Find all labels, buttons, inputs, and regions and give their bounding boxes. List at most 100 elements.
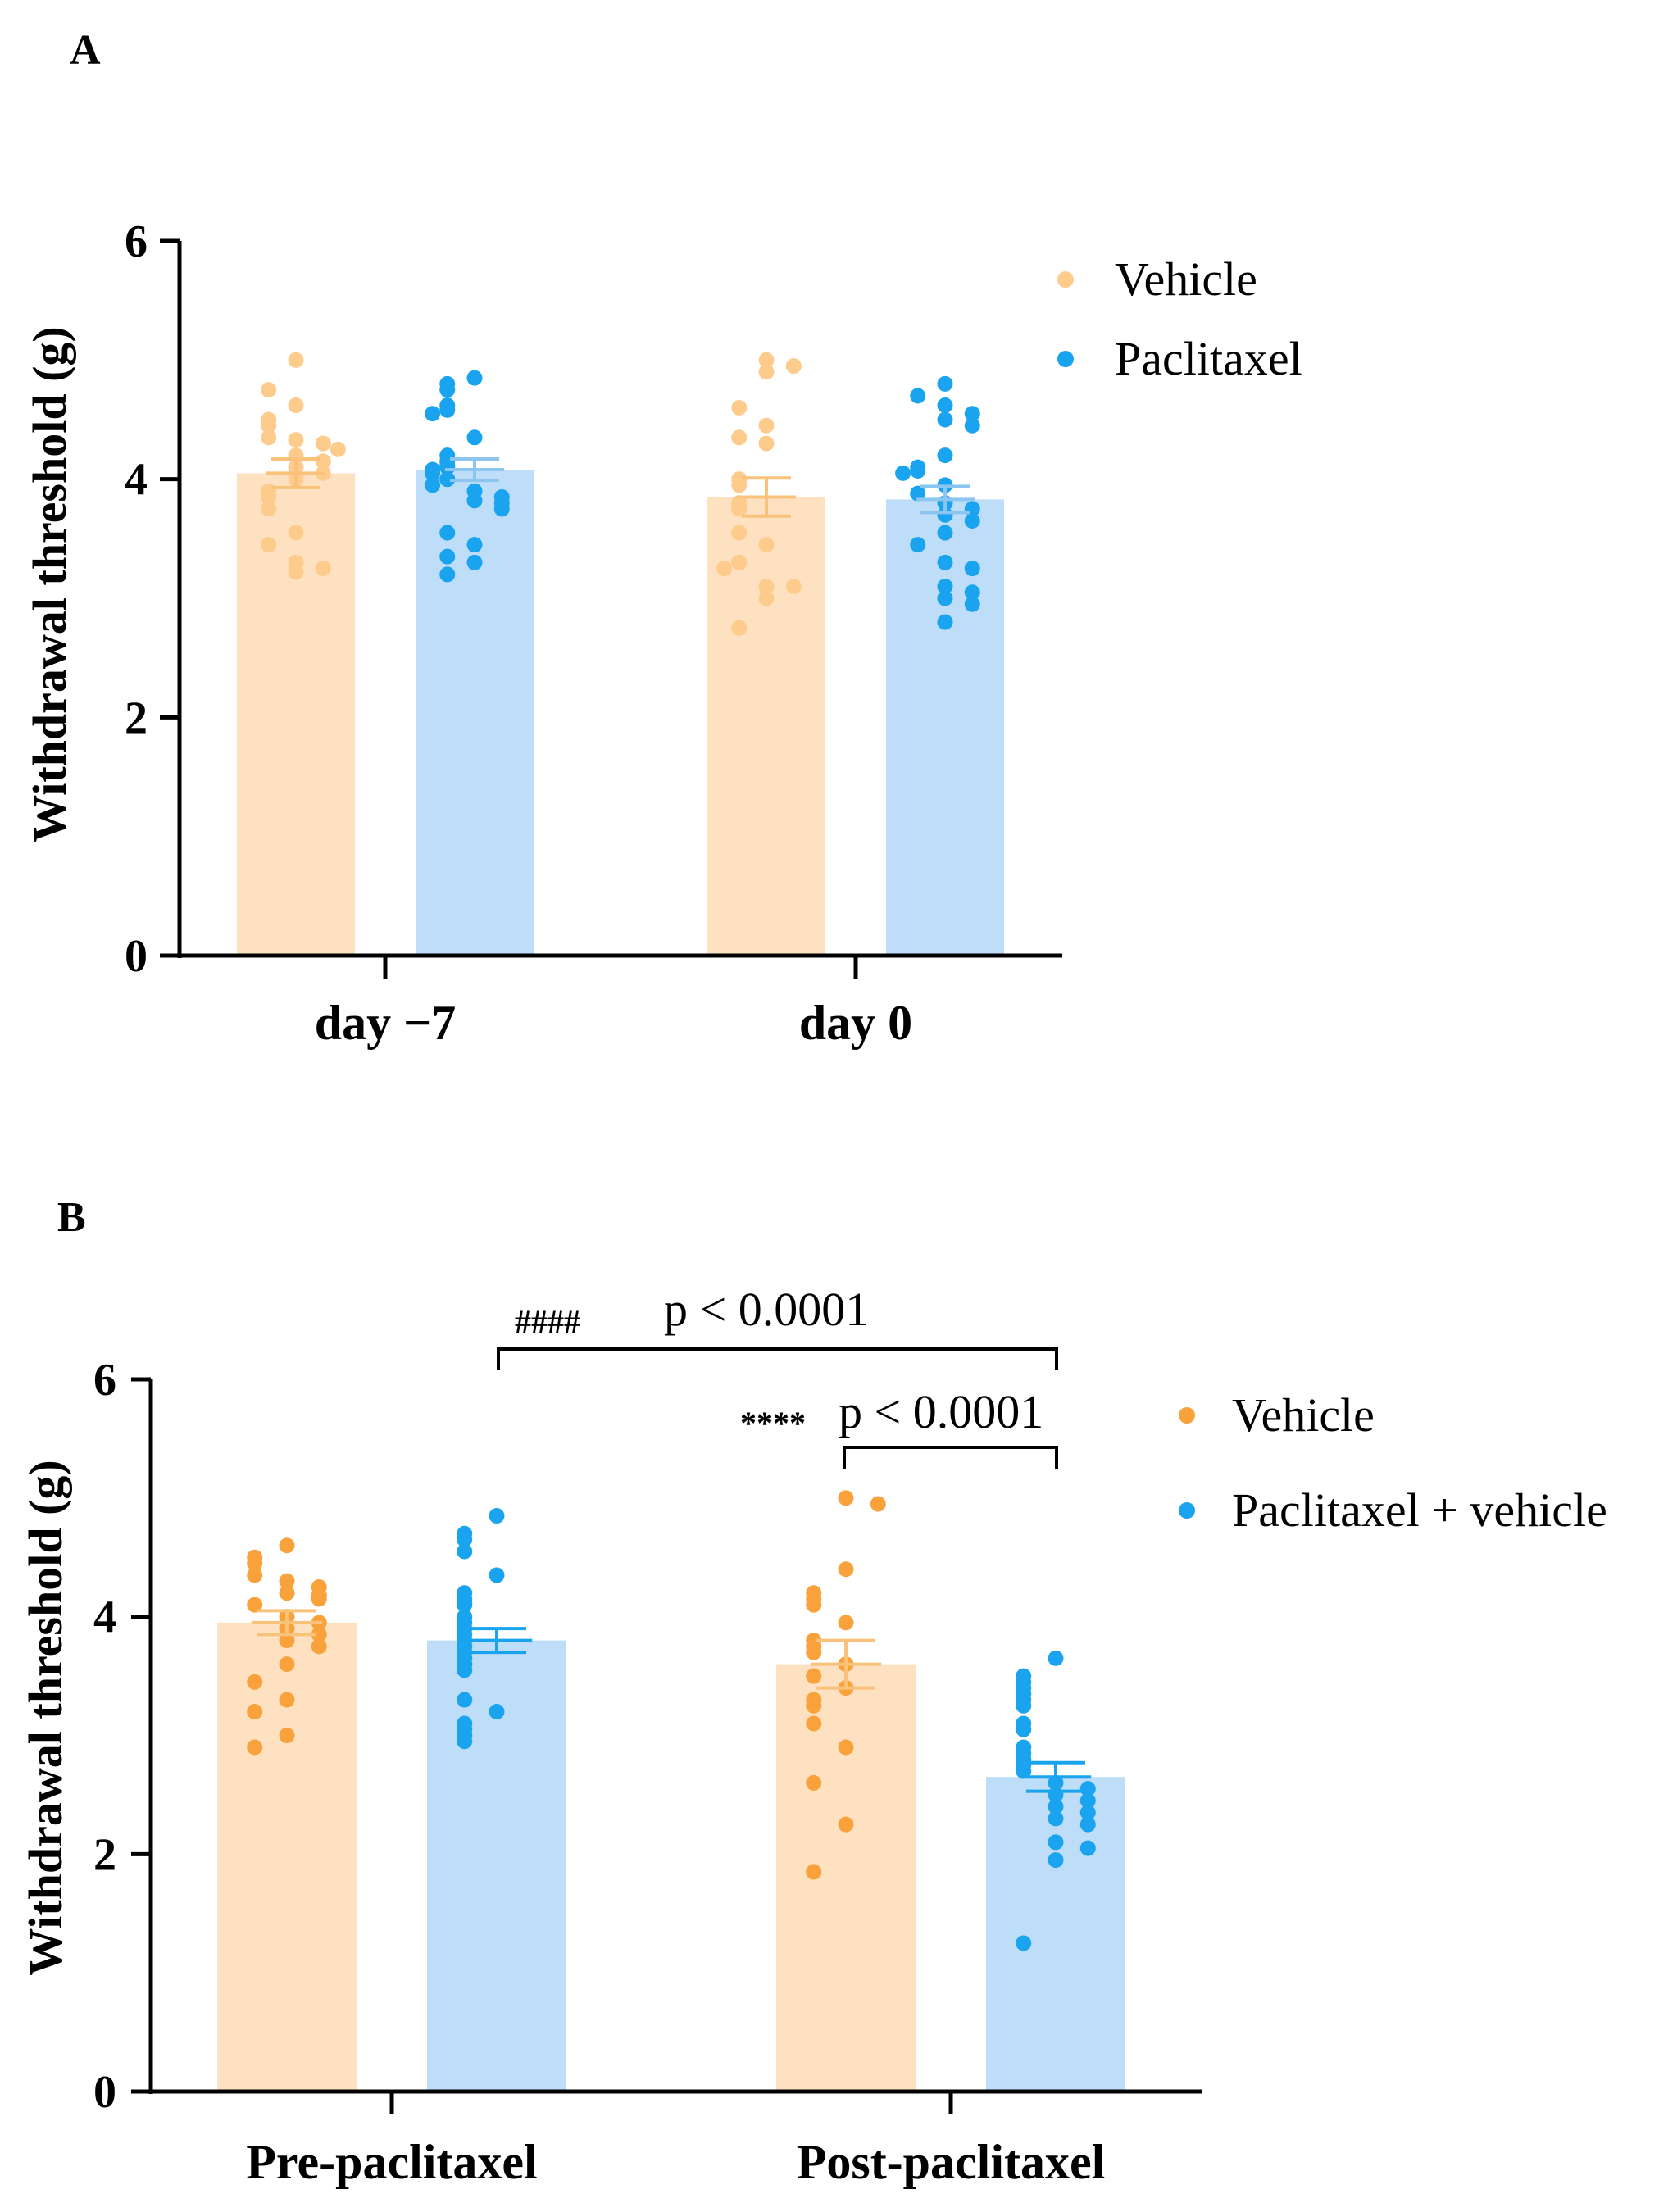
data-point (806, 1597, 822, 1613)
data-point (288, 525, 304, 541)
data-point (937, 525, 953, 541)
legend-paclitaxel-swatch (1057, 351, 1074, 367)
legend-paclitaxel-vehicle-swatch (1179, 1502, 1195, 1519)
panel-a-legend: Vehicle Paclitaxel (1057, 252, 1302, 385)
data-point (1079, 1792, 1096, 1809)
data-point (457, 1662, 473, 1678)
data-point (1079, 1816, 1096, 1833)
data-point (279, 1728, 295, 1743)
data-point (758, 364, 775, 380)
panel-b-legend: Vehicle Paclitaxel + vehicle (1179, 1388, 1607, 1537)
data-point (895, 465, 911, 481)
panel-a-axes (177, 241, 1062, 958)
panel-a-y-axis-label: Withdrawal threshold (g) (23, 326, 76, 842)
data-point (731, 429, 748, 446)
data-point (716, 561, 733, 577)
error-bar (445, 456, 504, 483)
bracket-vehicle-vs-paclitaxel-post (843, 1446, 1058, 1469)
data-point (288, 397, 304, 414)
data-point (731, 525, 748, 541)
data-point (937, 397, 953, 414)
data-point (489, 1567, 505, 1583)
data-point (964, 513, 980, 529)
legend-vehicle-label: Vehicle (1232, 1388, 1375, 1442)
error-bar (810, 1638, 882, 1690)
data-point (937, 411, 953, 428)
data-point (806, 1715, 822, 1732)
data-point (311, 1638, 327, 1655)
data-point (1048, 1810, 1064, 1827)
panel-b-significance: #### p < 0.0001 **** p < 0.0001 (497, 1283, 1058, 1469)
data-point (731, 477, 748, 493)
data-point (425, 465, 441, 481)
data-point (261, 429, 277, 446)
data-point (457, 1692, 473, 1708)
y-tick-label: 6 (93, 1355, 116, 1406)
data-point (1079, 1840, 1096, 1856)
data-point (279, 1656, 295, 1673)
x-category-label: Post-paclitaxel (797, 2135, 1106, 2189)
data-point (466, 493, 483, 509)
data-point (838, 1739, 854, 1756)
data-point (1016, 1935, 1032, 1951)
panel-b-error-bars (251, 1609, 1092, 1793)
data-point (1048, 1650, 1064, 1666)
hash-marks-label: #### (515, 1303, 580, 1340)
data-point (838, 1490, 854, 1506)
data-point (489, 1508, 505, 1524)
data-point (457, 1733, 473, 1750)
data-point (279, 1573, 295, 1589)
data-point (315, 435, 331, 452)
data-point (261, 382, 277, 398)
panel-a-letter: A (70, 27, 101, 74)
error-bar (916, 484, 975, 515)
y-tick-label: 4 (93, 1592, 116, 1643)
data-point (806, 1644, 822, 1660)
data-point (731, 620, 748, 636)
data-point (1016, 1763, 1032, 1779)
data-point (261, 488, 277, 505)
data-point (806, 1697, 822, 1714)
data-point (937, 554, 953, 570)
data-point (731, 501, 748, 517)
bar-vehicle-1 (776, 1664, 916, 2092)
data-point (964, 561, 980, 577)
data-point (439, 548, 456, 565)
panel-b-axes (148, 1379, 1202, 2094)
panel-a-points (261, 352, 980, 636)
data-point (279, 1585, 295, 1601)
legend-vehicle-label: Vehicle (1115, 252, 1257, 306)
bar-paclitaxel-vehicle-1 (986, 1777, 1125, 2092)
y-tick-label: 0 (93, 2067, 116, 2118)
data-point (247, 1704, 263, 1720)
data-point (937, 578, 953, 594)
data-point (964, 584, 980, 601)
data-point (1016, 1697, 1032, 1714)
data-point (279, 1537, 295, 1554)
y-tick-label: 6 (125, 216, 148, 267)
data-point (261, 537, 277, 553)
data-point (910, 388, 926, 404)
data-point (838, 1561, 854, 1578)
data-point (758, 435, 775, 452)
panel-a-x-ticks: day −7 day 0 (315, 956, 912, 1050)
stars-label: **** (740, 1405, 806, 1442)
error-bar (251, 1609, 323, 1637)
data-point (731, 399, 748, 416)
legend-vehicle-swatch (1179, 1407, 1195, 1424)
data-point (466, 370, 483, 386)
data-point (466, 429, 483, 446)
panel-b-points (247, 1490, 1096, 1951)
p-value-label-2: p < 0.0001 (839, 1385, 1043, 1438)
error-bar (737, 476, 796, 518)
data-point (910, 537, 926, 553)
data-point (937, 590, 953, 606)
data-point (311, 1626, 327, 1642)
bar-paclitaxel-1 (886, 499, 1004, 956)
legend-paclitaxel-label: Paclitaxel (1115, 332, 1302, 385)
x-category-label: day −7 (315, 996, 457, 1050)
legend-vehicle-swatch (1057, 271, 1074, 288)
data-point (439, 471, 456, 488)
data-point (279, 1633, 295, 1649)
y-tick-label: 0 (125, 931, 148, 982)
